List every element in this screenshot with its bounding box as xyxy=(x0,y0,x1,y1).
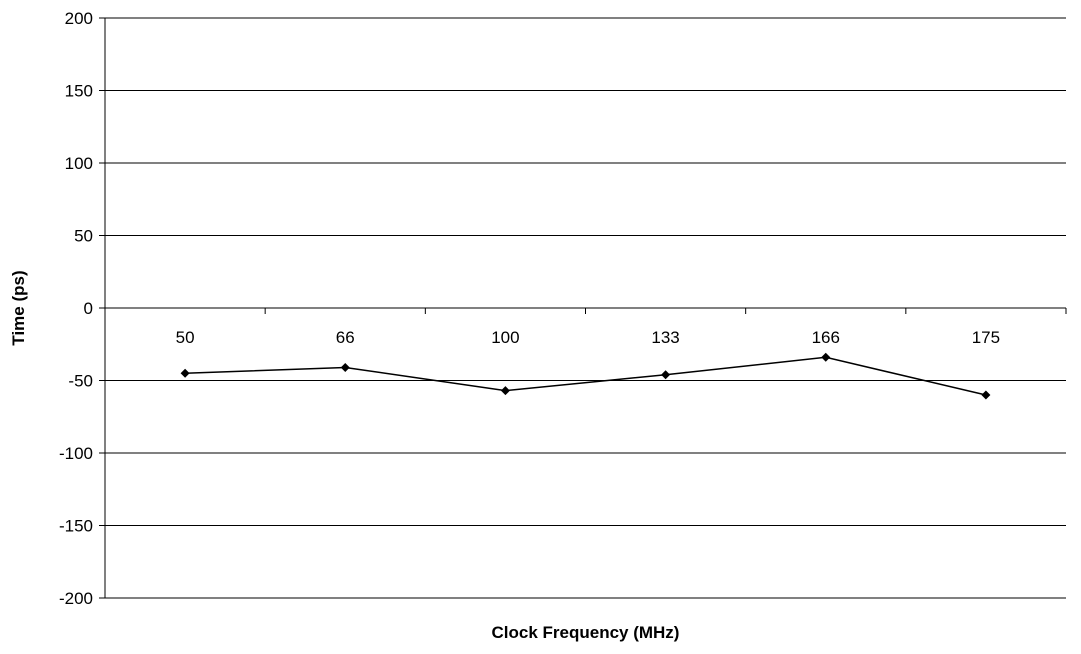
y-tick-label: -200 xyxy=(59,589,93,608)
x-category-label: 100 xyxy=(491,328,519,347)
x-category-label: 66 xyxy=(336,328,355,347)
data-point-marker xyxy=(821,352,831,362)
series-line xyxy=(185,356,987,396)
data-point-marker xyxy=(340,362,350,372)
x-category-label: 133 xyxy=(651,328,679,347)
y-tick-label: -50 xyxy=(68,372,93,391)
x-category-labels: 50 66 100 133 166 175 xyxy=(104,308,1067,347)
y-axis-title: Time (ps) xyxy=(9,270,28,345)
y-tick-label: 200 xyxy=(65,9,93,28)
data-point-marker xyxy=(981,390,991,400)
y-tick-label: -150 xyxy=(59,517,93,536)
y-tick-label: 100 xyxy=(65,154,93,173)
x-category-label: 166 xyxy=(812,328,840,347)
y-tick-label: -100 xyxy=(59,444,93,463)
data-point-marker xyxy=(661,370,671,380)
x-category-label: 50 xyxy=(176,328,195,347)
y-tick-label: 50 xyxy=(74,227,93,246)
series xyxy=(180,352,991,400)
data-point-marker xyxy=(500,386,510,396)
data-point-marker xyxy=(180,368,190,378)
y-tick-label: 0 xyxy=(84,299,93,318)
x-category-label: 175 xyxy=(972,328,1000,347)
y-tick-label: 150 xyxy=(65,82,93,101)
y-tick-labels: 200 150 100 50 0 -50 -100 -150 -200 xyxy=(59,9,93,608)
x-axis-title: Clock Frequency (MHz) xyxy=(492,623,680,642)
